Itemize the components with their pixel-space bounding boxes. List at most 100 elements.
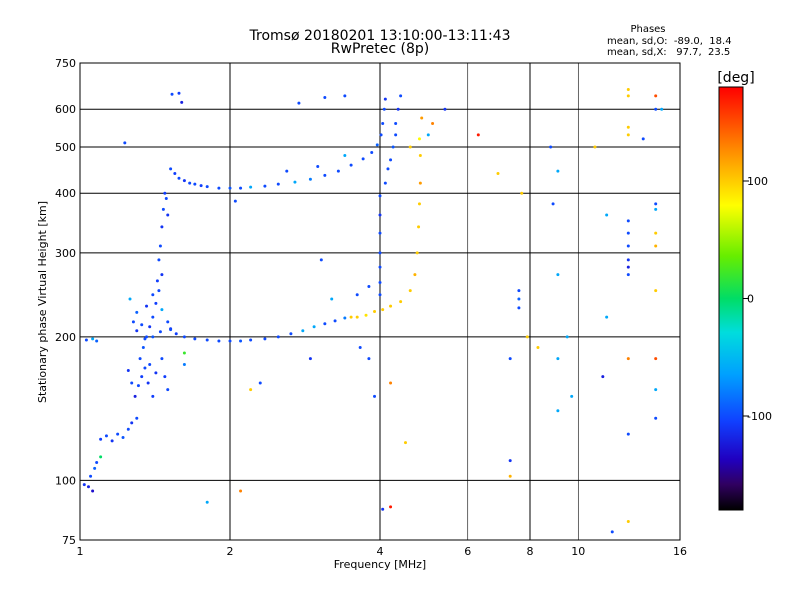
data-point [133, 394, 137, 398]
data-point [166, 388, 170, 392]
data-point [361, 157, 365, 161]
data-point [389, 381, 393, 385]
data-point [565, 335, 569, 339]
data-point [654, 289, 658, 293]
colorbar-ticks: 100 0 -100 [743, 175, 772, 423]
data-point [121, 436, 125, 440]
data-point [654, 207, 658, 211]
y-tick-label: 400 [55, 187, 76, 200]
data-point [82, 483, 86, 487]
data-point [174, 332, 178, 336]
y-tick-label: 75 [62, 534, 76, 547]
data-point [418, 153, 422, 157]
data-point [228, 339, 232, 343]
data-point [136, 384, 140, 388]
data-point [343, 153, 347, 157]
data-point [323, 173, 327, 177]
data-point [289, 332, 293, 336]
data-point [570, 394, 574, 398]
data-point [151, 335, 155, 339]
data-point [641, 137, 645, 141]
x-tick-label: 4 [377, 545, 384, 558]
x-axis-label: Frequency [MHz] [334, 558, 426, 571]
data-point [556, 169, 560, 173]
x-tick-label: 10 [571, 545, 585, 558]
phases-mean-x: mean, sd,X: 97.7, 23.5 [607, 47, 730, 58]
data-point [654, 94, 658, 98]
data-point [155, 279, 159, 283]
data-point [110, 439, 114, 443]
data-point [556, 273, 560, 277]
data-point [166, 213, 170, 217]
data-point [239, 186, 243, 190]
data-point [399, 94, 403, 98]
data-point [549, 145, 553, 149]
data-point [199, 184, 203, 188]
data-point [135, 416, 139, 420]
data-point [86, 485, 90, 489]
colorbar-tick-label: -100 [747, 410, 772, 423]
data-point [182, 179, 186, 183]
data-point [145, 335, 149, 339]
data-point [160, 357, 164, 361]
data-point [394, 122, 398, 126]
data-point [654, 388, 658, 392]
data-point [157, 258, 161, 262]
x-tick-label: 1 [77, 545, 84, 558]
data-point [349, 315, 353, 319]
data-point [556, 409, 560, 413]
data-point [336, 169, 340, 173]
colorbar-tick-label: 0 [747, 293, 754, 306]
data-point [276, 335, 280, 339]
data-point [626, 219, 630, 223]
data-point [163, 191, 167, 195]
data-point [193, 182, 197, 186]
data-point [160, 308, 164, 312]
data-point [130, 421, 134, 425]
data-point [517, 289, 521, 293]
data-point [626, 133, 630, 137]
data-point [130, 381, 134, 385]
y-tick-label: 100 [55, 474, 76, 487]
data-point [378, 231, 382, 235]
data-point [177, 176, 181, 180]
data-point [382, 107, 386, 111]
colorbar [718, 86, 744, 511]
data-point [148, 325, 152, 329]
data-point [99, 455, 103, 459]
data-point [205, 185, 209, 189]
data-point [93, 466, 97, 470]
data-point [301, 329, 305, 333]
data-point [355, 315, 359, 319]
data-point [193, 337, 197, 341]
data-point [154, 371, 158, 375]
data-point [626, 94, 630, 98]
data-point [143, 366, 147, 370]
data-point [605, 213, 609, 217]
data-point [660, 107, 664, 111]
data-point [143, 337, 147, 341]
data-point [158, 244, 162, 248]
data-point [373, 394, 377, 398]
x-tick-labels: 1 2 4 6 8 10 16 [77, 545, 688, 558]
data-point [408, 289, 412, 293]
data-point [228, 186, 232, 190]
data-point [399, 300, 403, 304]
data-point [364, 313, 368, 317]
data-point [330, 297, 334, 301]
data-point [626, 87, 630, 91]
data-point [91, 337, 95, 341]
y-tick-label: 300 [55, 247, 76, 260]
data-point [141, 345, 145, 349]
data-point [415, 251, 419, 255]
data-point [166, 320, 170, 324]
data-point [205, 338, 209, 342]
data-point [323, 322, 327, 326]
data-point [157, 289, 161, 293]
data-point [285, 169, 289, 173]
data-point [626, 432, 630, 436]
data-point [177, 91, 181, 95]
data-point [626, 265, 630, 269]
data-point [182, 362, 186, 366]
data-point [343, 316, 347, 320]
